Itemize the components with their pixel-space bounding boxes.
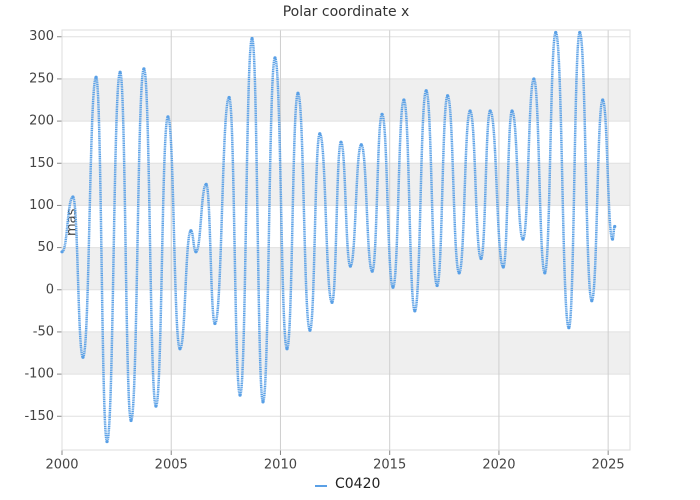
data-point [285,347,289,351]
data-point [445,94,450,98]
y-tick-label: 50 [37,240,54,255]
data-point [532,77,536,81]
data-point [435,283,439,288]
y-tick-label: 0 [46,282,54,297]
data-point [204,182,208,186]
data-point [402,98,406,102]
data-point [81,355,85,359]
grid-band [62,247,630,290]
data-point [129,418,133,423]
y-tick-label: -150 [24,409,54,424]
y-tick-label: -50 [33,324,54,339]
data-point [554,30,558,35]
grid-band [62,331,630,375]
data-point [60,250,64,254]
y-tick-label: 300 [29,29,54,44]
data-point [424,89,428,93]
y-tick-label: 150 [29,156,54,171]
data-point [273,56,277,60]
x-tick-label: 2020 [482,458,515,473]
data-point [142,67,146,71]
data-point [105,439,109,444]
data-point [348,264,352,268]
data-point [250,36,254,41]
x-tick-label: 2000 [45,458,78,473]
y-tick-label: 100 [29,198,54,213]
data-point [521,237,525,241]
data-point [227,95,231,100]
data-line [60,31,616,443]
data-point [359,143,363,147]
data-point [238,393,242,397]
data-point [468,109,472,113]
legend-label: C0420 [335,476,380,492]
data-point [330,300,334,305]
data-point [178,347,182,351]
grid-band [62,163,630,206]
x-tick-label: 2010 [264,458,297,473]
data-point [194,250,198,254]
data-point [613,224,617,229]
data-point [610,237,615,241]
data-point [479,256,483,261]
data-point [413,309,417,313]
data-point [154,404,158,408]
chart-title: Polar coordinate x [283,4,410,20]
data-point [296,91,300,95]
data-point [578,30,582,35]
data-point [166,115,170,119]
data-point [94,75,98,79]
data-point [308,328,312,332]
data-point [543,271,547,275]
data-point [567,326,571,330]
x-tick-label: 2015 [373,458,406,473]
data-point [118,70,122,74]
data-point [339,140,343,144]
data-point [189,229,193,233]
y-tick-label: 200 [29,114,54,129]
x-tick-label: 2005 [155,458,188,473]
data-point [391,285,395,289]
y-tick-label: 250 [29,71,54,86]
data-point [590,299,594,303]
data-point [261,400,265,404]
data-point [213,321,217,326]
data-point [601,98,605,102]
data-point [318,132,322,136]
data-point [488,109,492,113]
x-tick-label: 2025 [592,458,625,473]
data-point [71,195,75,199]
plot-frame [61,29,631,451]
data-point [457,271,461,275]
y-tick-label: -100 [24,367,54,382]
data-point [510,109,514,113]
data-point [501,265,505,269]
data-point [380,112,384,116]
data-point [370,269,374,273]
